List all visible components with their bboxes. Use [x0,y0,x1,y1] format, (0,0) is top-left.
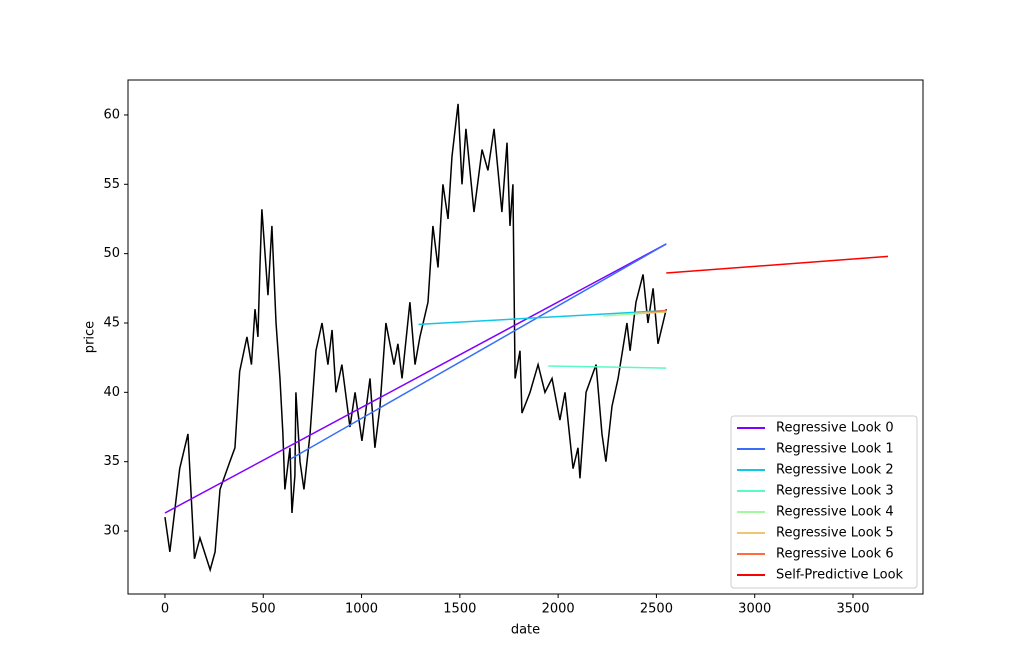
y-tick-label: 50 [103,246,120,261]
y-tick-label: 30 [103,524,120,539]
x-tick-label: 1500 [443,602,476,617]
x-axis-label: date [511,623,540,638]
legend-label: Regressive Look 0 [776,421,894,436]
series-line [290,243,667,460]
series-line [164,243,667,514]
y-tick-label: 60 [103,107,120,122]
y-tick-label: 35 [103,454,120,469]
y-tick-label: 45 [103,315,120,330]
legend-label: Regressive Look 2 [776,463,894,478]
y-tick-label: 55 [103,177,120,192]
legend-label: Regressive Look 6 [776,547,894,562]
series-line [548,365,667,369]
series-line [418,309,667,326]
x-tick-label: 3000 [738,602,771,617]
legend-box [730,415,918,589]
legend-label: Self-Predictive Look [776,568,904,583]
x-tick-label: 2500 [640,602,673,617]
x-tick-label: 1000 [345,602,378,617]
series-line [164,103,667,573]
series-line [666,255,889,274]
y-axis-label: price [83,321,98,353]
y-tick-label: 40 [103,385,120,400]
series-line [634,311,667,315]
legend-label: Regressive Look 5 [776,526,894,541]
x-tick-label: 3500 [836,602,869,617]
legend-label: Regressive Look 4 [776,505,894,520]
legend-label: Regressive Look 3 [776,484,894,499]
x-tick-label: 2000 [542,602,575,617]
legend-label: Regressive Look 1 [776,442,894,457]
series-line [650,309,667,313]
x-tick-label: 0 [161,602,169,617]
x-tick-label: 500 [251,602,276,617]
